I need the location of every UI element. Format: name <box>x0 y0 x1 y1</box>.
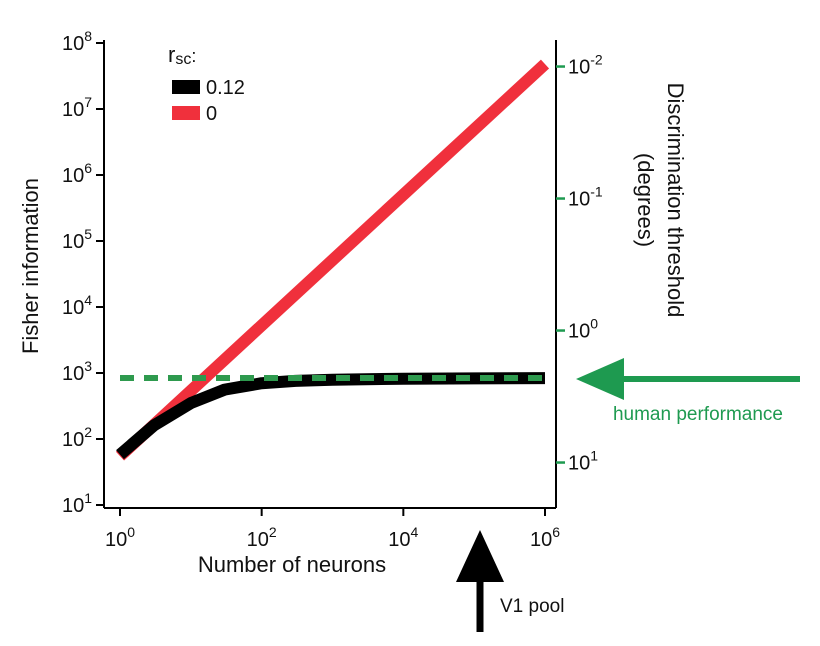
y2-tick-label-3-base: 10 <box>568 57 590 79</box>
x-tick-label-0-base: 10 <box>105 529 127 551</box>
y2-tick-label-2-exp: -1 <box>590 184 603 200</box>
y2-tick-label-3: 10-2 <box>568 52 603 79</box>
x-ticks: 100 102 104 106 <box>105 508 560 551</box>
y2-tick-label-2: 10-1 <box>568 184 603 211</box>
series-line-0 <box>115 59 550 461</box>
y-axis-label: Fisher information <box>18 178 43 354</box>
y2-axis-label-line1: Discrimination threshold <box>663 83 688 318</box>
x-tick-label-3-base: 10 <box>530 529 552 551</box>
x-tick-label-3-exp: 6 <box>552 524 560 540</box>
y2-tick-label-0-exp: 1 <box>590 448 598 464</box>
v1-pool-annotation: V1 pool <box>456 530 564 632</box>
y-tick-label-4-exp: 5 <box>84 226 92 242</box>
x-tick-label-3: 106 <box>530 524 560 551</box>
x-tick-label-2: 104 <box>388 524 418 551</box>
y2-axis-label: Discrimination threshold (degrees) <box>633 83 688 318</box>
y-tick-label-7-exp: 8 <box>84 28 92 44</box>
y-tick-label-1: 102 <box>62 424 92 451</box>
x-tick-label-2-base: 10 <box>388 529 410 551</box>
y2-tick-label-0: 101 <box>568 448 598 475</box>
y-tick-label-6: 107 <box>62 94 92 121</box>
y-tick-label-6-base: 10 <box>62 99 84 121</box>
y-tick-label-3-base: 10 <box>62 297 84 319</box>
legend-label-0-12: 0.12 <box>206 77 245 99</box>
x-tick-label-1-exp: 2 <box>269 524 277 540</box>
y-tick-label-0-base: 10 <box>62 495 84 517</box>
legend-swatch-0-12 <box>172 80 200 94</box>
y-tick-label-1-base: 10 <box>62 429 84 451</box>
y-tick-label-2: 103 <box>62 358 92 385</box>
y-tick-label-5-base: 10 <box>62 165 84 187</box>
y2-tick-label-0-base: 10 <box>568 453 590 475</box>
human-performance-arrow-head <box>576 358 624 400</box>
series-layer <box>115 59 550 461</box>
x-tick-label-0: 100 <box>105 524 135 551</box>
y2-axis-label-line2: (degrees) <box>633 153 658 247</box>
y2-tick-label-1: 100 <box>568 316 598 343</box>
x-tick-label-1-base: 10 <box>247 529 269 551</box>
human-performance-label: human performance <box>613 404 783 425</box>
y2-tick-label-3-exp: -2 <box>590 52 603 68</box>
y-tick-label-2-base: 10 <box>62 363 84 385</box>
legend: rsc: 0.12 0 <box>168 42 245 125</box>
y-tick-label-6-exp: 7 <box>84 94 92 110</box>
human-performance-annotation: human performance <box>576 358 800 425</box>
y-tick-label-0-exp: 1 <box>84 490 92 506</box>
y2-tick-label-1-exp: 0 <box>590 316 598 332</box>
legend-label-0: 0 <box>206 103 217 125</box>
v1-pool-arrow-head <box>456 530 504 582</box>
legend-title-suffix: : <box>191 46 196 66</box>
x-tick-label-0-exp: 0 <box>127 524 135 540</box>
x-tick-label-2-exp: 4 <box>411 524 419 540</box>
y2-tick-label-1-base: 10 <box>568 321 590 343</box>
y2-tick-label-2-base: 10 <box>568 189 590 211</box>
x-tick-label-1: 102 <box>247 524 277 551</box>
legend-title-main: r <box>168 42 175 67</box>
y-tick-label-7-base: 10 <box>62 33 84 55</box>
y-tick-label-2-exp: 3 <box>84 358 92 374</box>
legend-title: rsc: <box>168 42 196 68</box>
y-tick-label-3: 104 <box>62 292 92 319</box>
y-tick-label-4-base: 10 <box>62 231 84 253</box>
y-tick-label-7: 108 <box>62 28 92 55</box>
y-tick-label-0: 101 <box>62 490 92 517</box>
y-tick-label-3-exp: 4 <box>84 292 92 308</box>
y-tick-label-1-exp: 2 <box>84 424 92 440</box>
x-axis-label: Number of neurons <box>198 552 386 577</box>
y-tick-label-4: 105 <box>62 226 92 253</box>
y-tick-label-5: 106 <box>62 160 92 187</box>
v1-pool-label: V1 pool <box>500 596 564 617</box>
legend-title-sub: sc <box>175 51 191 68</box>
legend-swatch-0 <box>172 106 200 120</box>
y-tick-label-5-exp: 6 <box>84 160 92 176</box>
